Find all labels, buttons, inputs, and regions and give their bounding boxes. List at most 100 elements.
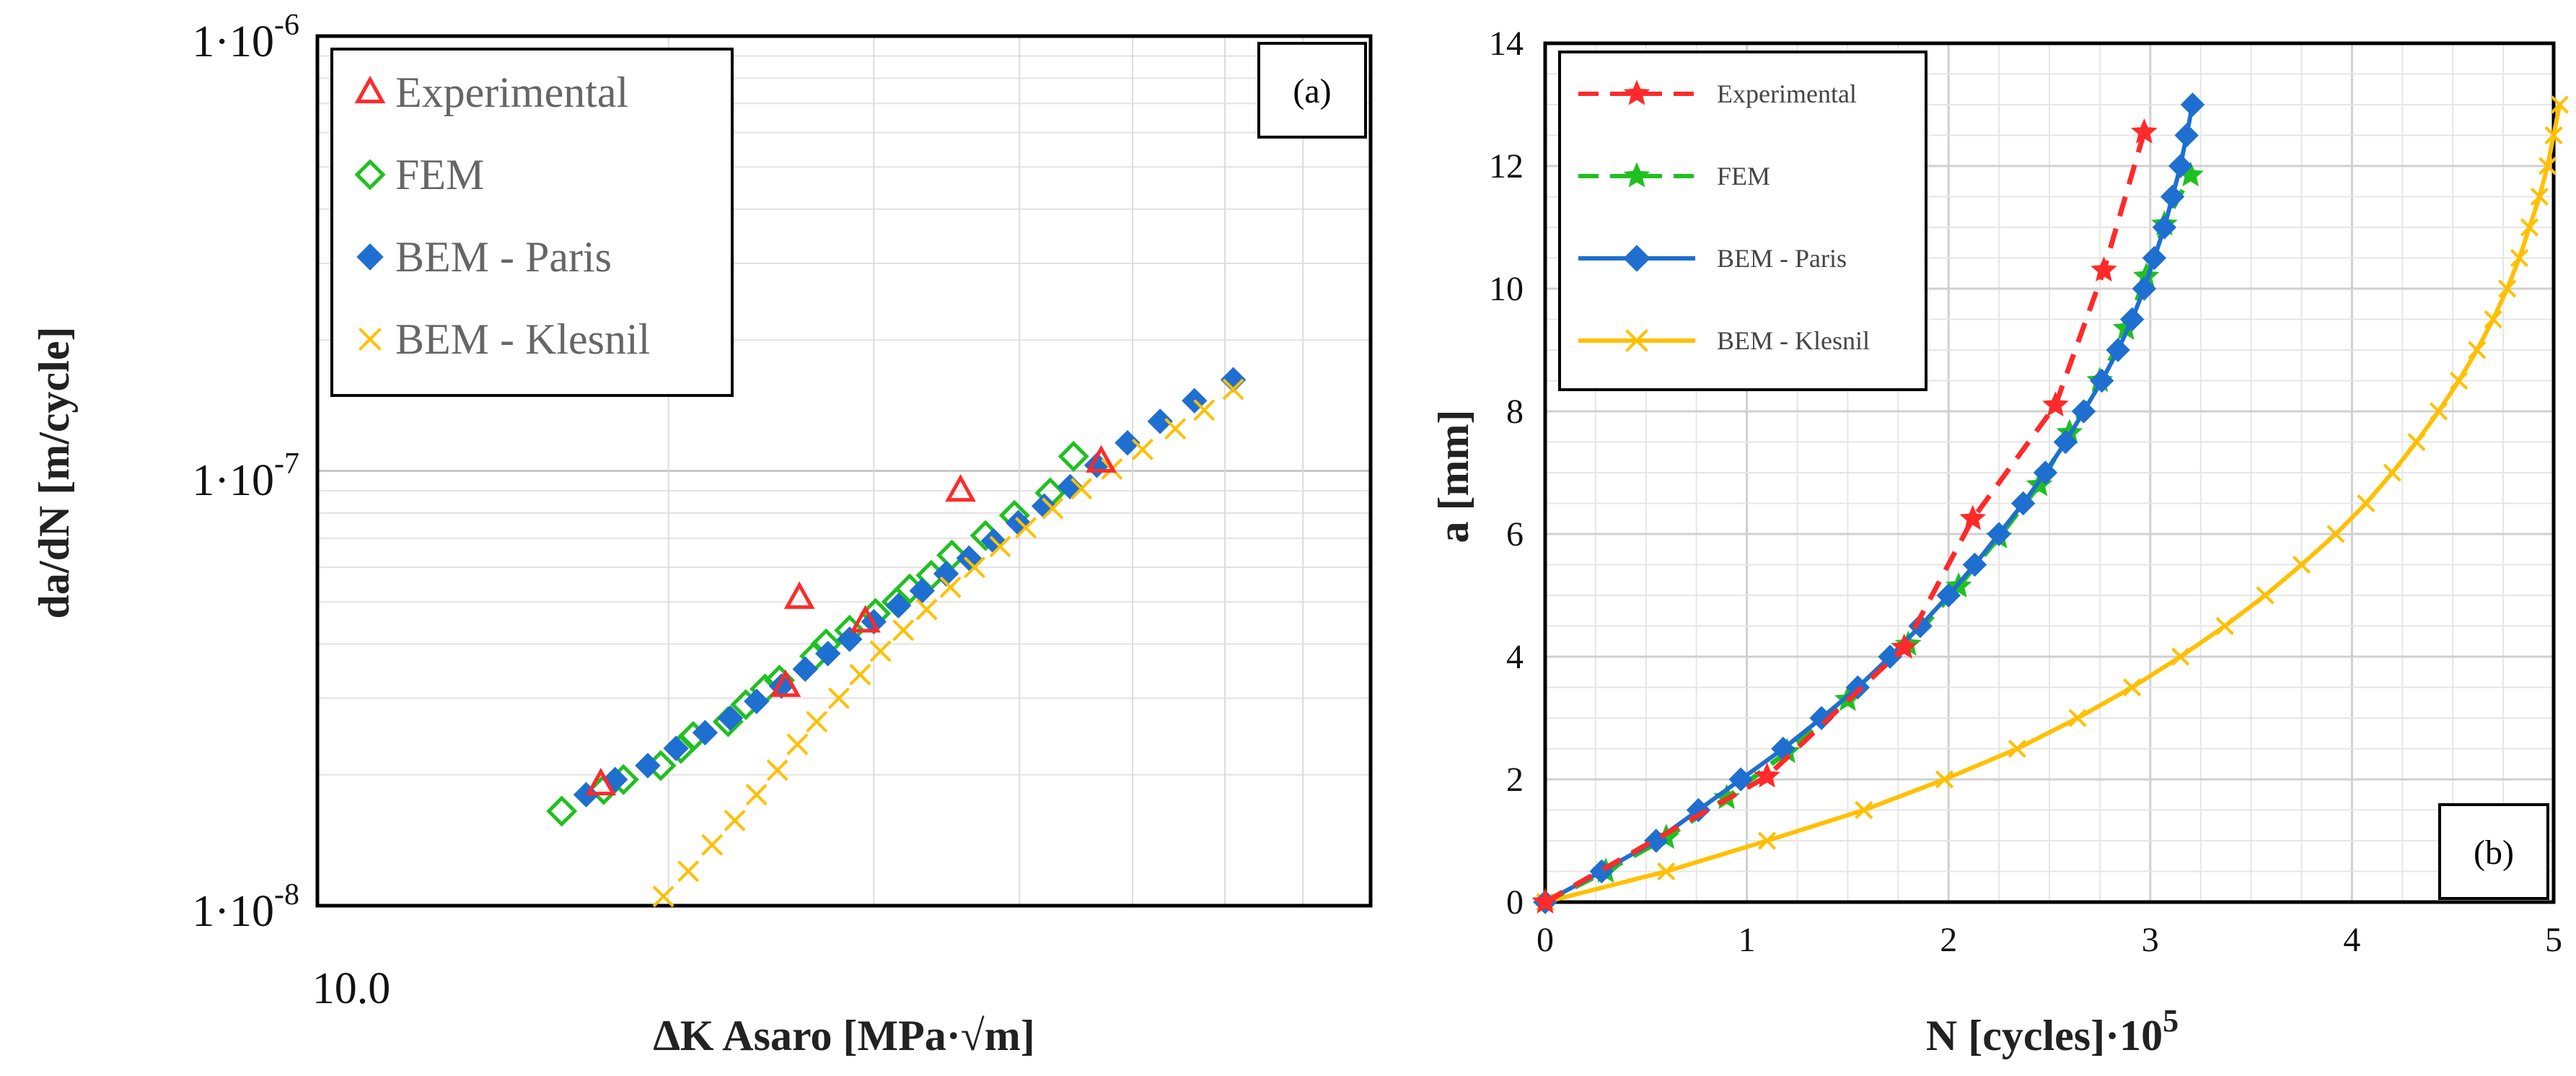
panel-b-y-tick-label: 6 xyxy=(1506,515,1524,554)
panel-a-y-axis-title: da/dN [m/cycle] xyxy=(30,327,78,619)
panel-b-x-tick-label: 4 xyxy=(2343,921,2360,959)
panel-b-point xyxy=(2215,616,2234,636)
panel-b-y-tick-label: 10 xyxy=(1489,270,1524,308)
panel-a-series-experimental xyxy=(585,445,1117,796)
panel-a-legend-marker xyxy=(354,159,386,191)
panel-a-point xyxy=(770,669,801,697)
panel-a-point xyxy=(701,834,724,856)
panel-a-legend-label: Experimental xyxy=(395,69,628,116)
panel-b-point xyxy=(1891,633,1918,659)
panel-a-legend-label: BEM - Klesnil xyxy=(395,315,650,363)
panel-b-legend-marker xyxy=(1623,79,1650,105)
panel-a-y-tick-label: 1·10-6 xyxy=(192,9,299,66)
panel-b-x-tick-label: 1 xyxy=(1738,921,1756,959)
panel-b-point xyxy=(2106,338,2130,362)
panel-a-point xyxy=(717,705,744,731)
panel-a-point xyxy=(885,592,912,618)
panel-b-x-tick-label: 0 xyxy=(1537,921,1554,959)
panel-a-point xyxy=(744,688,770,714)
panel-b-label-box: (b) xyxy=(2438,803,2549,900)
panel-b-point xyxy=(2068,709,2087,727)
panel-a-label-box: (a) xyxy=(1257,42,1367,139)
panel-b-x-tick-label: 5 xyxy=(2545,921,2562,959)
panel-a-point xyxy=(1086,445,1117,473)
panel-b-y-tick-label: 14 xyxy=(1489,25,1524,63)
panel-a-legend-label: FEM xyxy=(395,151,484,198)
panel-b-y-tick-label: 8 xyxy=(1506,393,1524,431)
panel-b-point xyxy=(2008,739,2026,758)
panel-b-point xyxy=(1855,800,1873,820)
panel-a-point xyxy=(766,759,788,782)
panel-b-legend-symbols xyxy=(1578,79,1695,352)
panel-a-point xyxy=(1042,497,1064,520)
panel-b-point xyxy=(2468,341,2487,359)
panel-a-log-log-chart: 1·10-6 1·10-7 1·10-8 10.0 ΔK Asaro [MPa·… xyxy=(30,9,1373,1059)
panel-a-point xyxy=(1147,408,1173,434)
panel-b-point xyxy=(2538,157,2557,175)
panel-a-point xyxy=(677,860,700,883)
panel-a-legend: Experimental FEM BEM - Paris BEM - Klesn… xyxy=(330,48,734,397)
svg-text:1·10-6: 1·10-6 xyxy=(192,9,299,66)
panel-a-point xyxy=(806,710,828,733)
panel-a-point xyxy=(1071,478,1093,500)
panel-b-point xyxy=(2053,429,2078,455)
panel-b-point xyxy=(2160,184,2185,209)
panel-a-point xyxy=(1058,440,1089,472)
panel-a-point xyxy=(837,626,863,652)
panel-a-point xyxy=(1164,418,1187,440)
panel-b-point xyxy=(2510,248,2529,268)
panel-b-point xyxy=(2530,187,2549,206)
panel-b-legend-marker xyxy=(1623,162,1650,188)
panel-a-point xyxy=(585,767,617,796)
panel-a-point xyxy=(1015,517,1037,539)
panel-a-legend-marker xyxy=(356,243,384,271)
panel-b-point xyxy=(2174,123,2199,148)
panel-a-point xyxy=(827,687,850,709)
panel-b-point xyxy=(2119,307,2145,332)
panel-b-y-tick-label: 2 xyxy=(1506,761,1524,799)
panel-b-point xyxy=(2091,256,2117,282)
panel-a-point xyxy=(915,598,938,621)
panel-b-point xyxy=(2449,371,2469,390)
panel-b-legend: Experimental FEM BEM - Paris BEM - Klesn… xyxy=(1558,51,1927,391)
panel-b-point xyxy=(1908,613,1933,639)
panel-b-point xyxy=(2123,678,2142,697)
panel-b-point xyxy=(2033,460,2058,485)
panel-a-x-tick-label: 10.0 xyxy=(312,964,391,1013)
panel-b-point xyxy=(2042,391,2069,417)
panel-a-point xyxy=(1193,399,1216,421)
panel-a-point xyxy=(635,753,661,779)
panel-b-point xyxy=(2544,126,2563,145)
panel-a-point xyxy=(1220,367,1247,393)
panel-a-point xyxy=(663,735,689,761)
panel-b-point xyxy=(2152,215,2177,240)
panel-a-point xyxy=(724,809,746,831)
panel-a-point xyxy=(963,556,985,579)
panel-b-x-tick-label: 2 xyxy=(1940,921,1957,959)
panel-a-legend-label: BEM - Paris xyxy=(395,233,612,281)
panel-b-legend-label: FEM xyxy=(1717,162,1770,191)
panel-a-point xyxy=(1222,378,1244,401)
panel-b-point xyxy=(2326,525,2345,543)
panel-a-point xyxy=(892,619,915,642)
panel-a-plot-frame xyxy=(315,34,1373,908)
panel-b-point xyxy=(1809,706,1834,730)
panel-a-label: (a) xyxy=(1293,72,1331,110)
panel-b-point xyxy=(2550,95,2570,114)
panel-a-point xyxy=(869,640,892,662)
panel-a-point xyxy=(652,885,674,908)
panel-a-point xyxy=(939,576,962,598)
panel-b-series-bem-klesnil xyxy=(1536,95,2570,911)
panel-b-legend-marker xyxy=(1623,245,1650,272)
panel-b-point xyxy=(2071,399,2096,424)
panel-b-point xyxy=(1935,770,1954,789)
panel-b-point xyxy=(1936,583,1961,608)
panel-b-point xyxy=(2171,647,2190,666)
panel-a-point xyxy=(546,795,578,827)
panel-a-point xyxy=(814,640,841,667)
panel-a-point xyxy=(850,605,881,633)
panel-b-point xyxy=(2132,276,2157,301)
panel-b-plot-frame xyxy=(1543,41,2556,904)
